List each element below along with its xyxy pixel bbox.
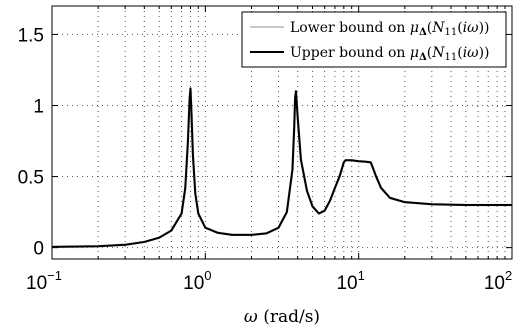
x-tick-label: 101	[336, 268, 364, 294]
x-tick-label: 100	[183, 268, 211, 294]
legend-box	[241, 11, 507, 68]
legend-label-upper-bound: Upper bound on μΔ(N11(iω))	[290, 45, 490, 63]
plot-frame	[51, 5, 513, 260]
y-tick-label: 1	[33, 96, 44, 117]
tick-labels: 0 0.5 1 1.5 10−1 100 101 102	[18, 25, 513, 294]
series-lines	[51, 87, 512, 249]
series-line-upper-bound	[51, 87, 512, 248]
x-tick-label: 10−1	[26, 268, 62, 294]
y-tick-label: 0.5	[18, 168, 44, 189]
x-axis-label: ω (rad/s)	[244, 307, 320, 327]
ticks	[52, 6, 512, 259]
legend-label-lower-bound: Lower bound on μΔ(N11(iω))	[290, 20, 490, 38]
x-tick-label: 102	[484, 268, 512, 294]
y-tick-label: 0	[33, 239, 44, 260]
x-axis-symbol: ω	[244, 307, 258, 327]
x-axis-unit: (rad/s)	[263, 307, 320, 327]
legend: Lower bound on μΔ(N11(iω)) Upper bound o…	[241, 11, 507, 68]
y-tick-label: 1.5	[18, 25, 44, 46]
